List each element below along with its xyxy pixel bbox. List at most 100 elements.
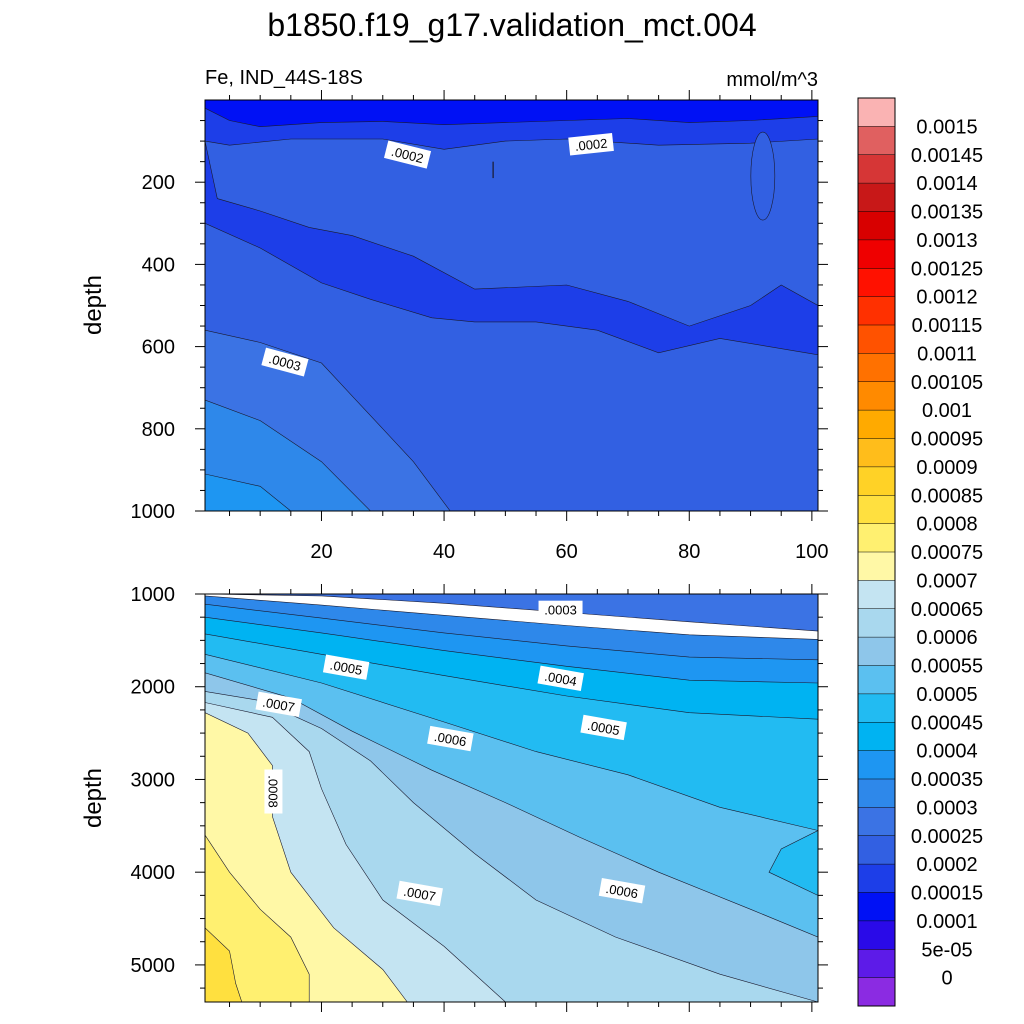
contour-label-box — [598, 877, 646, 904]
colorbar-swatch — [858, 920, 895, 950]
contour-band — [205, 141, 818, 356]
colorbar-label: 0.0006 — [916, 627, 977, 649]
contour-band — [205, 473, 292, 511]
contour-label-box — [322, 654, 370, 680]
upper-y-axis-label: depth — [80, 275, 107, 335]
colorbar-label: 0.00075 — [911, 542, 983, 564]
colorbar-label: 0.00025 — [911, 826, 983, 848]
panel-left-label: Fe, IND_44S-18S — [205, 67, 363, 89]
colorbar-label: 0.00105 — [911, 372, 983, 394]
colorbar: 0 5e-05 0.0001 0.00015 0.0002 0.00025 0.0003 0.… — [857, 97, 983, 1007]
colorbar-label: 0.0005 — [916, 684, 977, 706]
contour-label-box — [538, 600, 583, 619]
colorbar-label: 0.00015 — [911, 883, 983, 905]
colorbar-swatch — [858, 268, 895, 297]
colorbar-swatch — [858, 325, 895, 354]
contour-label: .0003 — [538, 600, 583, 619]
chart-title: b1850.f19_g17.validation_mct.004 — [267, 7, 756, 43]
plot-frame — [204, 593, 819, 1003]
x-tick-label: 60 — [556, 541, 578, 563]
colorbar-label: 0.0003 — [916, 797, 977, 819]
colorbar-swatch — [858, 98, 895, 127]
colorbar-swatch — [858, 864, 895, 893]
contour-label: .0007 — [396, 880, 443, 907]
x-tick-label: 40 — [433, 541, 455, 563]
colorbar-swatch — [858, 381, 895, 411]
colorbar-label: 0.0013 — [916, 230, 977, 252]
colorbar-swatch — [858, 552, 895, 581]
y-tick-label: 1000 — [131, 501, 176, 523]
y-tick-label: 3000 — [131, 769, 176, 791]
contour-label: .0006 — [427, 725, 474, 752]
colorbar-label: 0.00145 — [911, 145, 983, 167]
contour-label: .0002 — [568, 132, 614, 156]
colorbar-label: 0.0011 — [917, 343, 977, 365]
contour-label: .0002 — [384, 140, 432, 169]
colorbar-swatch — [858, 637, 895, 666]
colorbar-label: 0.00085 — [911, 485, 983, 507]
contour-band — [205, 927, 818, 1002]
contour-band — [750, 131, 776, 221]
contour-label-box — [396, 880, 443, 907]
upper-panel: Fe, IND_44S-18S mmol/m^3 depth .0002.000… — [80, 67, 829, 563]
contour-label-text: .0007 — [261, 695, 296, 715]
contour-label-box — [580, 714, 627, 741]
contour-label-box — [261, 347, 309, 377]
colorbar-label: 0.00055 — [911, 656, 983, 678]
upper-contour-plot: .0002 .0002 .0003 — [205, 100, 818, 511]
x-tick-label: 20 — [310, 541, 332, 563]
colorbar-swatch — [858, 892, 895, 921]
contour-label: .0007 — [255, 691, 302, 717]
colorbar-label: 0.00125 — [911, 258, 983, 280]
x-tick-label: 80 — [678, 541, 700, 563]
colorbar-swatch — [858, 154, 895, 184]
colorbar-swatch — [858, 807, 895, 836]
colorbar-swatch — [858, 977, 895, 1007]
contour-label-box — [427, 725, 474, 752]
y-tick-label: 4000 — [131, 862, 176, 884]
y-tick-label: 1000 — [131, 584, 176, 606]
colorbar-swatch — [858, 296, 895, 326]
colorbar-swatch — [858, 239, 895, 269]
colorbar-swatch — [858, 466, 895, 496]
colorbar-swatch — [858, 608, 895, 638]
contour-band — [205, 834, 818, 1002]
colorbar-swatch — [858, 750, 895, 780]
contour-label: .0006 — [598, 877, 646, 904]
contour-band — [205, 594, 818, 632]
lower-contour-plot: .0003 .0005 .0004 .0007 .0006 .0005 .0008 .0007… — [205, 594, 818, 1002]
colorbar-swatch — [858, 779, 895, 808]
contour-label-text: .0007 — [402, 884, 437, 904]
y-tick-label: 800 — [142, 419, 175, 441]
colorbar-label: 0.00095 — [911, 429, 983, 451]
colorbar-label: 0.00135 — [911, 202, 983, 224]
colorbar-swatch — [858, 126, 895, 155]
colorbar-label: 0.001 — [922, 400, 972, 422]
contour-band — [768, 830, 818, 896]
contour-label-text: .0003 — [544, 603, 577, 618]
colorbar-label: 0.0009 — [916, 457, 977, 479]
colorbar-label: 0.0007 — [916, 570, 977, 592]
x-tick-label: 100 — [795, 541, 828, 563]
colorbar-label: 0.0008 — [916, 514, 977, 536]
colorbar-label: 0.0012 — [916, 287, 977, 309]
colorbar-label: 0.0004 — [916, 741, 977, 763]
contour-band — [205, 100, 818, 128]
lower-panel: depth .0003.0005.0004.0007.0006.0005.000… — [80, 584, 828, 1012]
colorbar-swatch — [858, 410, 895, 439]
colorbar-swatch — [858, 693, 895, 723]
colorbar-swatch — [858, 353, 895, 382]
colorbar-label: 5e-05 — [921, 939, 972, 961]
colorbar-label: 0.00045 — [911, 712, 983, 734]
colorbar-swatch — [858, 580, 895, 609]
colorbar-swatch — [858, 835, 895, 865]
contour-label-box — [568, 132, 614, 156]
colorbar-swatch — [858, 211, 895, 240]
contour-label: .0004 — [537, 665, 584, 692]
y-tick-label: 2000 — [131, 677, 176, 699]
contour-label-box — [255, 691, 302, 717]
contour-label-box — [384, 140, 432, 169]
colorbar-swatch — [858, 183, 895, 212]
colorbar-label: 0.0014 — [916, 173, 977, 195]
lower-y-axis-label: depth — [80, 768, 107, 828]
